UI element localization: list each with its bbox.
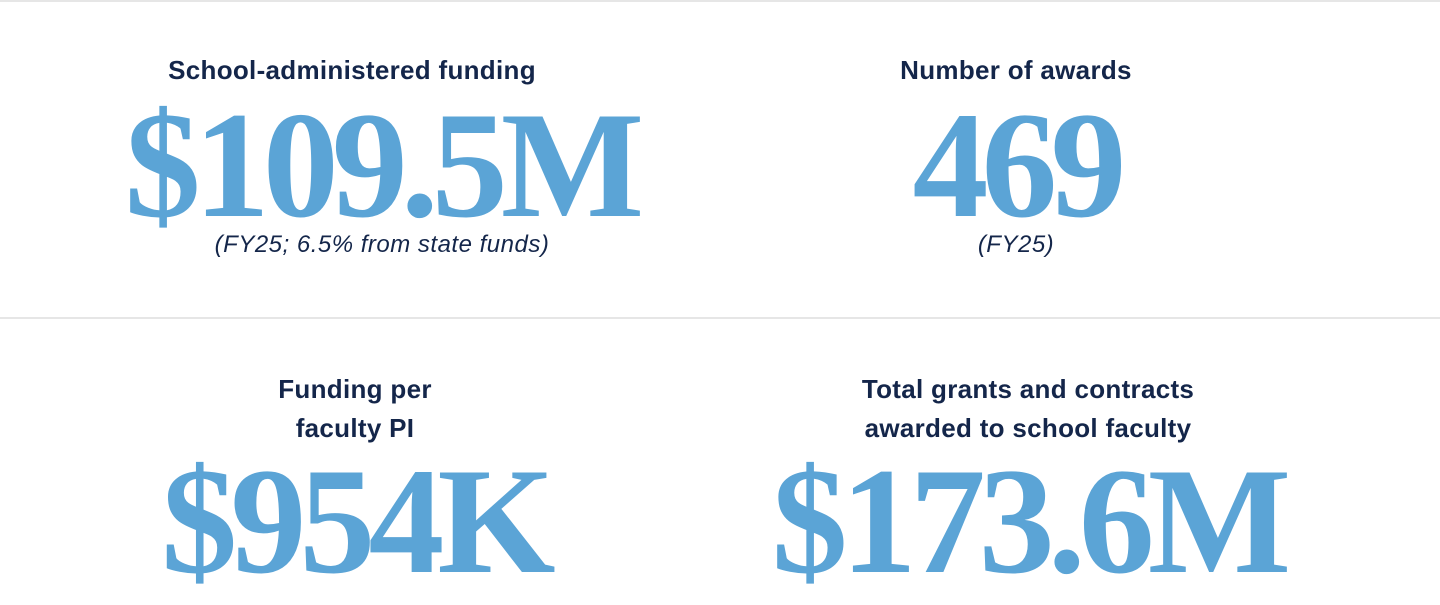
label-line: faculty PI bbox=[295, 413, 415, 443]
stat-card: Number of awards 469 (FY25) bbox=[666, 51, 1366, 260]
stat-value: $173.6M bbox=[771, 437, 1291, 605]
stat-card: Total grants and contracts awarded to sc… bbox=[678, 370, 1378, 605]
label-line: School-administered funding bbox=[168, 55, 536, 85]
stat-label: Funding per faculty PI bbox=[5, 370, 705, 448]
top-border bbox=[0, 0, 1440, 2]
stat-card: School-administered funding $109.5M (FY2… bbox=[2, 51, 702, 260]
stat-label: Total grants and contracts awarded to sc… bbox=[678, 370, 1378, 448]
label-line: Total grants and contracts bbox=[861, 374, 1195, 404]
stat-note: (FY25; 6.5% from state funds) bbox=[214, 231, 550, 258]
stat-value: 469 bbox=[912, 81, 1127, 249]
row-divider bbox=[0, 317, 1440, 319]
label-line: Funding per bbox=[278, 374, 432, 404]
stat-value: $954K bbox=[161, 437, 555, 605]
stat-label: School-administered funding bbox=[2, 51, 702, 90]
stat-label: Number of awards bbox=[666, 51, 1366, 90]
stat-card: Funding per faculty PI $954K bbox=[5, 370, 705, 605]
stat-value: $109.5M bbox=[124, 81, 644, 249]
label-line: Number of awards bbox=[900, 55, 1132, 85]
label-line: awarded to school faculty bbox=[864, 413, 1192, 443]
stat-note: (FY25) bbox=[977, 231, 1055, 258]
